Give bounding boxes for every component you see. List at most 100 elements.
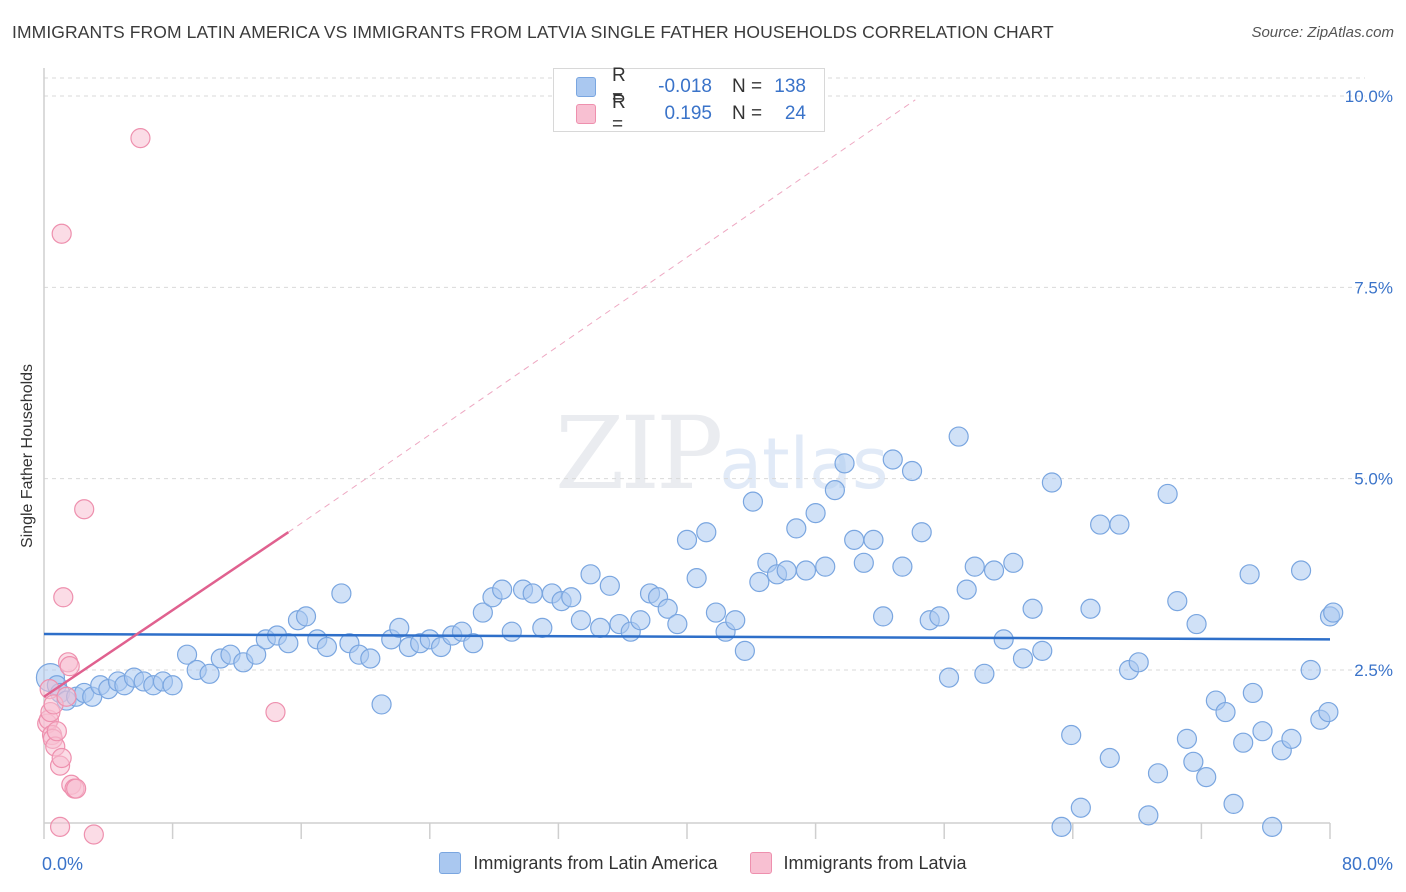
legend-r-label: R = [612, 65, 626, 108]
point-latin-america-18 [199, 663, 220, 684]
point-latin-america-131 [1300, 659, 1321, 681]
point-latin-america-123 [1223, 793, 1244, 815]
trend-line-latvia [43, 531, 290, 698]
point-latin-america-124 [1233, 732, 1254, 753]
point-latin-america-110 [1099, 747, 1120, 769]
point-latin-america-87 [882, 449, 903, 470]
y-tick-label-0: 2.5% [1354, 661, 1393, 680]
point-latin-america-92 [929, 606, 950, 627]
point-latin-america-117 [1167, 590, 1188, 612]
legend-n-label: N = [732, 76, 763, 97]
point-latin-america-56 [590, 617, 611, 638]
watermark: ZIPatlas [555, 395, 888, 512]
chart-title: IMMIGRANTS FROM LATIN AMERICA VS IMMIGRA… [12, 22, 1054, 42]
point-latin-america-93 [938, 667, 960, 688]
point-latin-america-64 [667, 613, 688, 635]
point-latin-america-60 [630, 610, 651, 631]
series-name-latin-america: Immigrants from Latin America [473, 852, 718, 873]
legend-r-label: R = [612, 92, 626, 135]
point-latin-america-79 [805, 502, 826, 524]
point-latin-america-80 [815, 556, 836, 577]
point-latin-america-71 [734, 640, 755, 661]
point-latin-america-77 [786, 518, 807, 539]
point-latin-america-126 [1252, 721, 1273, 742]
point-latin-america-50 [532, 617, 553, 638]
point-latin-america-120 [1196, 767, 1217, 788]
point-latvia-23 [265, 701, 286, 723]
point-latin-america-108 [1080, 598, 1101, 619]
point-latin-america-30 [331, 583, 352, 604]
point-latin-america-49 [522, 583, 543, 604]
point-latin-america-83 [844, 529, 865, 550]
point-latin-america-46 [492, 579, 513, 600]
point-latin-america-96 [964, 556, 985, 577]
point-latin-america-105 [1051, 816, 1072, 837]
point-latin-america-81 [824, 480, 845, 501]
legend-swatch-pink [576, 104, 596, 124]
point-latvia-16 [59, 656, 80, 677]
point-latin-america-106 [1061, 724, 1082, 746]
point-latin-america-29 [316, 636, 338, 658]
point-latvia-20 [74, 499, 95, 520]
point-latin-america-55 [580, 564, 601, 585]
point-latin-america-130 [1290, 560, 1312, 581]
point-latin-america-34 [371, 694, 392, 715]
series-legend-latin-america[interactable]: Immigrants from Latin America [439, 852, 718, 874]
legend-row-latin-america: R = -0.018 N = 138 [576, 65, 806, 108]
series-legend: Immigrants from Latin America Immigrants… [0, 852, 1406, 874]
series-legend-latvia[interactable]: Immigrants from Latvia [749, 852, 967, 874]
point-latin-america-15 [162, 675, 183, 696]
point-latin-america-114 [1138, 805, 1159, 826]
point-latin-america-25 [278, 633, 299, 654]
point-latin-america-116 [1157, 483, 1178, 505]
point-latin-america-115 [1147, 763, 1169, 784]
x-tick-label-0: 0.0% [42, 854, 83, 874]
point-latin-america-53 [561, 587, 582, 608]
point-latin-america-101 [1012, 648, 1034, 669]
series-swatch-pink [749, 852, 772, 874]
point-latin-america-103 [1032, 640, 1053, 661]
point-latvia-14 [56, 686, 77, 707]
point-latin-america-88 [892, 556, 913, 577]
point-latin-america-82 [834, 453, 855, 474]
point-latvia-8 [46, 721, 67, 742]
legend-swatch-blue [576, 77, 596, 97]
point-latvia-12 [51, 223, 72, 244]
source-credit: Source: ZipAtlas.com [1251, 24, 1394, 41]
point-latin-america-99 [993, 629, 1014, 650]
point-latin-america-98 [983, 560, 1005, 581]
point-latin-america-57 [599, 575, 620, 596]
legend-n-label: N = [732, 103, 763, 124]
point-latin-america-66 [686, 568, 707, 589]
point-latin-america-86 [873, 606, 894, 627]
point-latin-america-104 [1041, 472, 1063, 493]
point-latin-america-127 [1262, 816, 1283, 837]
point-latvia-22 [130, 127, 151, 149]
point-latin-america-135 [1183, 751, 1204, 772]
point-latin-america-76 [776, 560, 797, 581]
legend-n-value: 24 [784, 103, 806, 124]
x-tick-label-1: 80.0% [1342, 854, 1393, 874]
y-tick-label-1: 5.0% [1354, 470, 1393, 489]
watermark-zip: ZIP [555, 395, 723, 512]
point-latin-america-125 [1242, 682, 1263, 704]
point-latin-america-137 [1323, 602, 1344, 623]
point-latin-america-68 [705, 602, 727, 623]
point-latin-america-33 [360, 648, 381, 669]
point-latin-america-95 [956, 579, 977, 600]
point-latin-america-102 [1022, 598, 1043, 619]
point-latin-america-27 [295, 606, 317, 627]
point-latin-america-72 [742, 491, 764, 512]
point-latin-america-94 [948, 426, 969, 447]
point-latin-america-119 [1186, 613, 1207, 635]
point-latin-america-78 [795, 560, 817, 581]
point-latin-america-100 [1003, 552, 1024, 573]
point-latin-america-85 [863, 529, 884, 550]
point-latin-america-107 [1070, 797, 1091, 818]
point-latin-america-97 [974, 663, 995, 684]
point-latin-america-84 [853, 552, 874, 573]
series-name-latvia: Immigrants from Latvia [783, 852, 967, 873]
point-latin-america-73 [749, 571, 770, 593]
point-latin-america-43 [463, 633, 484, 654]
